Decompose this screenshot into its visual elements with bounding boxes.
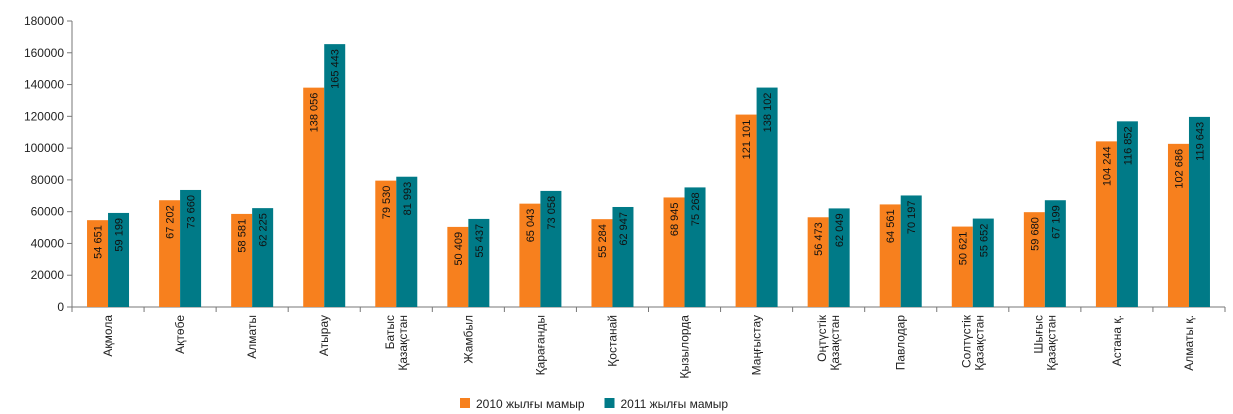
value-label: 54 651 xyxy=(93,225,105,259)
value-label: 138 102 xyxy=(762,93,774,133)
bar xyxy=(951,226,973,307)
value-label: 59 199 xyxy=(114,218,126,252)
bar xyxy=(900,195,922,307)
bar xyxy=(1167,143,1189,307)
x-tick-label: Алматы xyxy=(245,315,259,359)
legend-label: 2011 жылғы мамыр xyxy=(621,397,729,411)
value-label: 58 581 xyxy=(237,219,249,253)
value-label: 50 409 xyxy=(453,232,465,266)
value-label: 62 947 xyxy=(618,212,630,246)
x-tick-label: Қазақстан xyxy=(1044,315,1058,371)
bar xyxy=(108,212,130,307)
bar xyxy=(87,220,109,307)
value-label: 79 530 xyxy=(381,186,393,220)
value-label: 59 680 xyxy=(1029,217,1041,251)
value-label: 119 643 xyxy=(1194,122,1206,161)
x-tick-label: Ақмола xyxy=(101,315,115,357)
value-label: 102 686 xyxy=(1173,149,1185,189)
x-tick-label: Атырау xyxy=(317,315,331,356)
value-label: 55 437 xyxy=(474,224,486,258)
x-tick-label: Қазақстан xyxy=(396,315,410,371)
value-label: 65 043 xyxy=(525,209,537,243)
bar xyxy=(612,206,634,307)
bar xyxy=(1095,141,1117,307)
bar xyxy=(303,87,325,308)
value-label: 64 561 xyxy=(885,209,897,243)
bar xyxy=(375,180,397,307)
value-label: 67 199 xyxy=(1050,205,1062,239)
y-tick-label: 20000 xyxy=(31,268,65,282)
legend-swatch xyxy=(460,398,470,408)
x-tick-label: Астана қ. xyxy=(1110,315,1124,366)
x-tick-label: Қарағанды xyxy=(533,315,547,375)
x-tick-label: Қостанай xyxy=(605,315,619,367)
y-tick-label: 180000 xyxy=(24,14,64,28)
y-tick-label: 120000 xyxy=(24,109,64,123)
y-tick-label: 140000 xyxy=(24,78,64,92)
bar xyxy=(684,187,706,307)
bar xyxy=(1116,121,1138,307)
bar xyxy=(447,226,469,307)
bar xyxy=(828,208,850,307)
bar xyxy=(1188,116,1210,307)
value-label: 70 197 xyxy=(906,200,918,234)
value-label: 50 621 xyxy=(957,232,969,266)
bar xyxy=(756,87,778,308)
bar xyxy=(540,190,562,307)
x-tick-label: Павлодар xyxy=(894,315,908,371)
bar xyxy=(735,114,757,307)
x-tick-label: Алматы қ. xyxy=(1182,315,1196,371)
bar xyxy=(591,219,613,307)
y-tick-label: 60000 xyxy=(31,205,65,219)
value-label: 55 652 xyxy=(978,224,990,258)
legend-label: 2010 жылғы мамыр xyxy=(476,397,585,411)
x-tick-label: Қазақстан xyxy=(972,315,986,371)
bar xyxy=(972,218,994,307)
value-label: 73 660 xyxy=(186,195,198,229)
value-label: 67 202 xyxy=(165,205,177,239)
y-tick-label: 160000 xyxy=(24,46,64,60)
bar xyxy=(231,213,253,307)
y-tick-label: 100000 xyxy=(24,141,64,155)
x-tick-label: Қызылорда xyxy=(678,315,692,379)
value-label: 116 852 xyxy=(1122,126,1134,165)
bar xyxy=(252,208,274,307)
bar xyxy=(1023,212,1045,307)
x-tick-label: Маңғыстау xyxy=(750,315,764,375)
bar xyxy=(807,217,829,307)
bar xyxy=(663,197,685,307)
x-tick-label: Жамбыл xyxy=(461,315,475,364)
x-tick-label: Оңтүстік xyxy=(815,314,829,362)
x-tick-label: Қазақстан xyxy=(828,315,842,371)
bar xyxy=(324,44,346,307)
value-label: 68 945 xyxy=(669,202,681,236)
value-label: 81 993 xyxy=(402,182,414,216)
bar xyxy=(159,200,181,307)
x-tick-label: Ақтөбе xyxy=(173,315,187,354)
bar xyxy=(519,203,541,307)
y-tick-label: 40000 xyxy=(31,236,65,250)
bar xyxy=(180,189,202,307)
value-label: 121 101 xyxy=(741,120,753,160)
bar xyxy=(396,176,418,307)
value-label: 55 284 xyxy=(597,224,609,258)
bar xyxy=(468,218,490,307)
value-label: 138 056 xyxy=(309,93,321,133)
value-label: 62 225 xyxy=(258,213,270,247)
value-label: 62 049 xyxy=(834,213,846,247)
y-tick-label: 80000 xyxy=(31,173,65,187)
value-label: 104 244 xyxy=(1101,146,1113,186)
bar xyxy=(1044,200,1066,307)
legend-swatch xyxy=(604,398,615,408)
value-label: 56 473 xyxy=(813,222,825,256)
value-label: 73 058 xyxy=(546,196,558,230)
value-label: 75 268 xyxy=(690,192,702,226)
x-tick-label: Батыс xyxy=(383,315,397,349)
value-label: 165 443 xyxy=(330,49,342,89)
x-tick-label: Солтүстік xyxy=(959,314,973,368)
y-tick-label: 0 xyxy=(57,300,64,314)
x-tick-label: Шығыс xyxy=(1031,315,1045,354)
bar xyxy=(879,204,901,307)
